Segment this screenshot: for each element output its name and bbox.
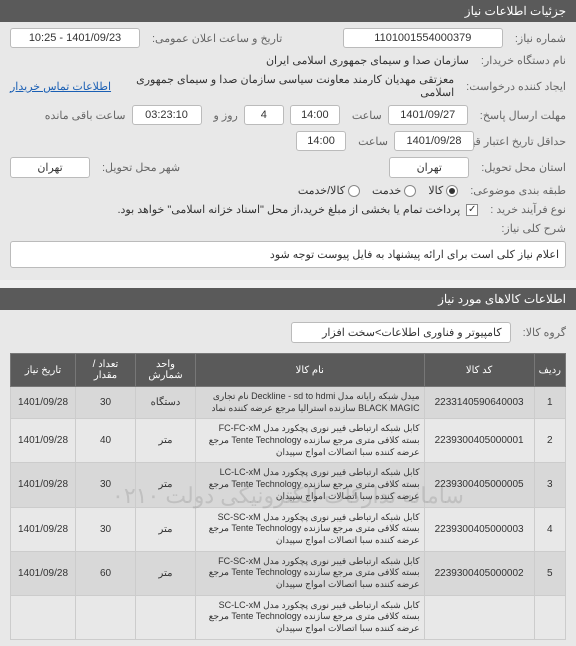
radio-both-label: کالا/خدمت xyxy=(298,184,345,197)
purchase-checkbox[interactable] xyxy=(466,204,478,216)
announce-label: تاریخ و ساعت اعلان عمومی: xyxy=(152,32,282,45)
cell-date: 1401/09/28 xyxy=(11,507,76,551)
cell-unit: دستگاه xyxy=(136,387,196,419)
cell-date: 1401/09/28 xyxy=(11,387,76,419)
th-index: ردیف xyxy=(534,354,565,387)
deadline-time-label: ساعت xyxy=(352,109,382,122)
table-row: 32239300405000005کابل شبکه ارتباطی فیبر … xyxy=(11,463,566,507)
cell-qty: 30 xyxy=(76,463,136,507)
cell-qty: 60 xyxy=(76,551,136,595)
cell-code: 2239300405000003 xyxy=(424,507,534,551)
radio-both-circle xyxy=(348,185,360,197)
radio-goods[interactable]: کالا xyxy=(428,184,458,197)
category-radio-group: کالا خدمت کالا/خدمت xyxy=(298,184,458,197)
province-value: تهران xyxy=(389,157,469,178)
radio-service[interactable]: خدمت xyxy=(372,184,416,197)
validity-date: 1401/09/28 xyxy=(394,131,474,151)
province-label: استان محل تحویل: xyxy=(481,161,566,174)
city-value: تهران xyxy=(10,157,90,178)
cell-code: 2239300405000001 xyxy=(424,419,534,463)
table-row: 22239300405000001کابل شبکه ارتباطی فیبر … xyxy=(11,419,566,463)
need-number-value: 1101001554000379 xyxy=(343,28,503,48)
deadline-time: 14:00 xyxy=(290,105,340,125)
creator-label: ایجاد کننده درخواست: xyxy=(466,80,566,93)
table-row: کابل شبکه ارتباطی فیبر نوری پچکورد مدل S… xyxy=(11,595,566,639)
validity-time: 14:00 xyxy=(296,131,346,151)
validity-label: حداقل تاریخ اعتبار قیمت تا تاریخ: xyxy=(486,135,566,148)
cell-qty: 40 xyxy=(76,419,136,463)
cell-name: کابل شبکه ارتباطی فیبر نوری پچکورد مدل L… xyxy=(196,463,425,507)
cell-index: 1 xyxy=(534,387,565,419)
deadline-label: مهلت ارسال پاسخ: xyxy=(480,109,566,122)
table-wrapper: سامانه تدارکات الکترونیکی دولت ۰۲۱۰ ردیف… xyxy=(10,353,566,640)
cell-unit xyxy=(136,595,196,639)
buyer-value: سازمان صدا و سیمای جمهوری اسلامی ایران xyxy=(266,54,469,67)
cell-name: کابل شبکه ارتباطی فیبر نوری پچکورد مدل S… xyxy=(196,595,425,639)
page-header: جزئیات اطلاعات نیاز xyxy=(0,0,576,22)
main-content: شماره نیاز: 1101001554000379 تاریخ و ساع… xyxy=(0,22,576,280)
cell-unit: متر xyxy=(136,507,196,551)
cell-qty: 30 xyxy=(76,507,136,551)
need-number-label: شماره نیاز: xyxy=(515,32,566,45)
announce-value: 1401/09/23 - 10:25 xyxy=(10,28,140,48)
cell-unit: متر xyxy=(136,463,196,507)
cell-index: 3 xyxy=(534,463,565,507)
contact-link[interactable]: اطلاعات تماس خریدار xyxy=(10,80,111,93)
cell-qty xyxy=(76,595,136,639)
goods-table: ردیف کد کالا نام کالا واحد شمارش تعداد /… xyxy=(10,353,566,640)
city-label: شهر محل تحویل: xyxy=(102,161,180,174)
cell-code: 2239300405000002 xyxy=(424,551,534,595)
radio-service-label: خدمت xyxy=(372,184,401,197)
purchase-label: نوع فرآیند خرید : xyxy=(490,203,566,216)
validity-time-label: ساعت xyxy=(358,135,388,148)
radio-service-circle xyxy=(404,185,416,197)
radio-goods-circle xyxy=(446,185,458,197)
section-goods-title: اطلاعات کالاهای مورد نیاز xyxy=(0,288,576,310)
deadline-date: 1401/09/27 xyxy=(388,105,468,125)
th-date: تاریخ نیاز xyxy=(11,354,76,387)
cell-name: میدل شبکه رایانه مدل Deckline - sd to hd… xyxy=(196,387,425,419)
days-label: روز و xyxy=(214,109,238,122)
cell-unit: متر xyxy=(136,551,196,595)
goods-content: گروه کالا: کامپیوتر و فناوری اطلاعات>سخت… xyxy=(0,310,576,646)
cell-qty: 30 xyxy=(76,387,136,419)
table-header-row: ردیف کد کالا نام کالا واحد شمارش تعداد /… xyxy=(11,354,566,387)
cell-name: کابل شبکه ارتباطی فیبر نوری پچکورد مدل S… xyxy=(196,507,425,551)
cell-index: 2 xyxy=(534,419,565,463)
th-name: نام کالا xyxy=(196,354,425,387)
group-label: گروه کالا: xyxy=(523,326,566,339)
th-code: کد کالا xyxy=(424,354,534,387)
category-label: طبقه بندی موضوعی: xyxy=(470,184,566,197)
cell-code: 2233140590640003 xyxy=(424,387,534,419)
cell-name: کابل شبکه ارتباطی فیبر نوری پچکورد مدل F… xyxy=(196,419,425,463)
th-qty: تعداد / مقدار xyxy=(76,354,136,387)
desc-text: اعلام نیاز کلی است برای ارائه پیشنهاد به… xyxy=(10,241,566,268)
cell-unit: متر xyxy=(136,419,196,463)
cell-date: 1401/09/28 xyxy=(11,463,76,507)
cell-code xyxy=(424,595,534,639)
table-row: 12233140590640003میدل شبکه رایانه مدل De… xyxy=(11,387,566,419)
remaining-value: 03:23:10 xyxy=(132,105,202,125)
cell-date: 1401/09/28 xyxy=(11,419,76,463)
creator-value: معزتقی مهدیان کارمند معاونت سیاسی سازمان… xyxy=(117,73,454,99)
cell-index: 4 xyxy=(534,507,565,551)
table-row: 42239300405000003کابل شبکه ارتباطی فیبر … xyxy=(11,507,566,551)
radio-goods-label: کالا xyxy=(428,184,443,197)
radio-both[interactable]: کالا/خدمت xyxy=(298,184,360,197)
buyer-label: نام دستگاه خریدار: xyxy=(481,54,566,67)
header-title: جزئیات اطلاعات نیاز xyxy=(465,4,566,18)
cell-name: کابل شبکه ارتباطی فیبر نوری پچکورد مدل F… xyxy=(196,551,425,595)
cell-date xyxy=(11,595,76,639)
cell-index: 5 xyxy=(534,551,565,595)
purchase-note: پرداخت تمام یا بخشی از مبلغ خرید،از محل … xyxy=(117,203,460,216)
remaining-label: ساعت باقی مانده xyxy=(45,109,126,122)
days-value: 4 xyxy=(244,105,284,125)
cell-code: 2239300405000005 xyxy=(424,463,534,507)
table-row: 52239300405000002کابل شبکه ارتباطی فیبر … xyxy=(11,551,566,595)
cell-date: 1401/09/28 xyxy=(11,551,76,595)
desc-label: شرح کلی نیاز: xyxy=(16,222,566,235)
group-value: کامپیوتر و فناوری اطلاعات>سخت افزار xyxy=(291,322,511,343)
th-unit: واحد شمارش xyxy=(136,354,196,387)
cell-index xyxy=(534,595,565,639)
